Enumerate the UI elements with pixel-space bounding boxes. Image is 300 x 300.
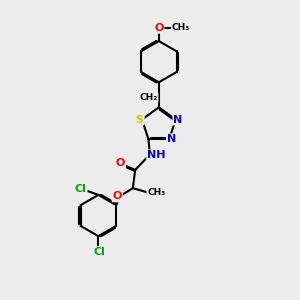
Text: Cl: Cl xyxy=(75,184,87,194)
Text: Cl: Cl xyxy=(93,247,105,257)
Text: O: O xyxy=(116,158,125,168)
Text: S: S xyxy=(136,115,144,124)
Text: CH₃: CH₃ xyxy=(147,188,166,197)
Text: N: N xyxy=(167,134,176,144)
Text: NH: NH xyxy=(147,151,166,160)
Text: CH₃: CH₃ xyxy=(172,23,190,32)
Text: CH₂: CH₂ xyxy=(140,93,158,102)
Text: O: O xyxy=(154,23,164,33)
Text: O: O xyxy=(112,191,122,201)
Text: N: N xyxy=(173,115,183,124)
